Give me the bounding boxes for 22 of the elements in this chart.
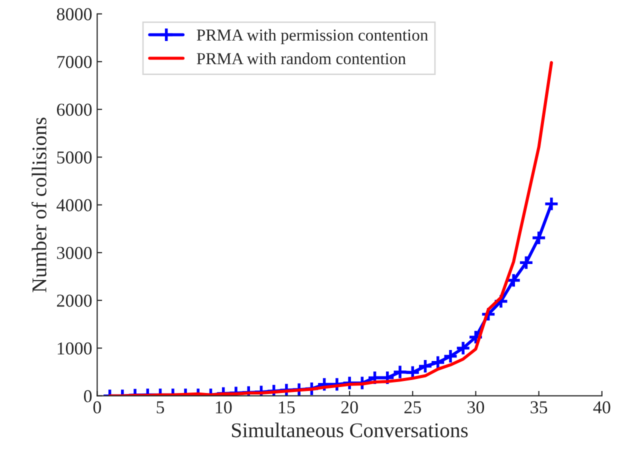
x-tick-label: 15 [279, 401, 295, 414]
y-tick-label: 2000 [57, 294, 92, 307]
y-axis-title: Number of collisions [32, 118, 46, 292]
x-axis-title: Simultaneous Conversations [232, 422, 468, 438]
legend-label: PRMA with random contention [196, 52, 406, 64]
x-tick-label: 5 [156, 401, 164, 414]
y-tick-label: 1000 [58, 342, 92, 355]
x-tick-label: 40 [593, 401, 610, 414]
x-tick-label: 20 [341, 401, 358, 414]
x-tick-label: 35 [530, 401, 548, 414]
y-tick-label: 8000 [56, 8, 92, 20]
legend-label: PRMA with permission contention [196, 28, 428, 44]
x-tick-label: 25 [404, 401, 421, 414]
y-tick-label: 4000 [56, 199, 92, 212]
y-tick-label: 3000 [57, 246, 92, 260]
y-tick-label: 5000 [57, 151, 92, 164]
x-tick-label: 10 [216, 401, 232, 414]
y-tick-label: 7000 [57, 56, 92, 68]
y-tick-label: 0 [84, 390, 92, 402]
x-tick-label: 0 [93, 401, 102, 414]
y-tick-label: 6000 [56, 104, 92, 116]
x-tick-label: 30 [468, 401, 484, 414]
